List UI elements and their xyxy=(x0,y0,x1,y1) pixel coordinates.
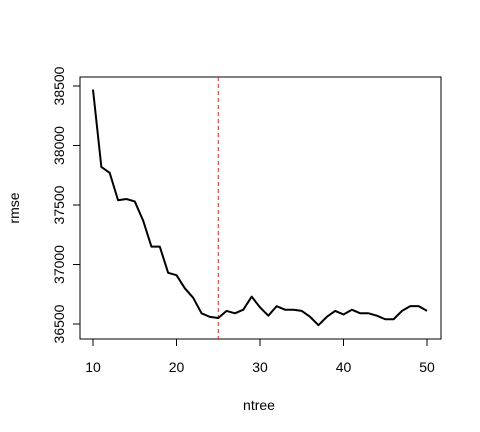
x-tick-label: 50 xyxy=(419,359,435,375)
y-tick-label: 36500 xyxy=(51,304,67,343)
x-tick-label: 30 xyxy=(252,359,268,375)
x-axis-title: ntree xyxy=(243,397,275,413)
x-tick-label: 20 xyxy=(169,359,185,375)
series-group xyxy=(92,89,428,327)
y-tick-label: 38000 xyxy=(51,126,67,165)
y-tick-label: 37000 xyxy=(51,245,67,284)
y-axis-title: rmse xyxy=(6,192,22,223)
x-tick-label: 40 xyxy=(336,359,352,375)
y-tick-label: 37500 xyxy=(51,185,67,224)
series-line xyxy=(92,89,428,327)
x-tick-label: 10 xyxy=(85,359,101,375)
plot-frame xyxy=(79,76,442,340)
x-axis: 10 20 30 40 50 xyxy=(85,338,435,375)
y-tick-label: 38500 xyxy=(51,66,67,105)
y-axis: 36500 37000 37500 38000 38500 xyxy=(51,66,81,343)
